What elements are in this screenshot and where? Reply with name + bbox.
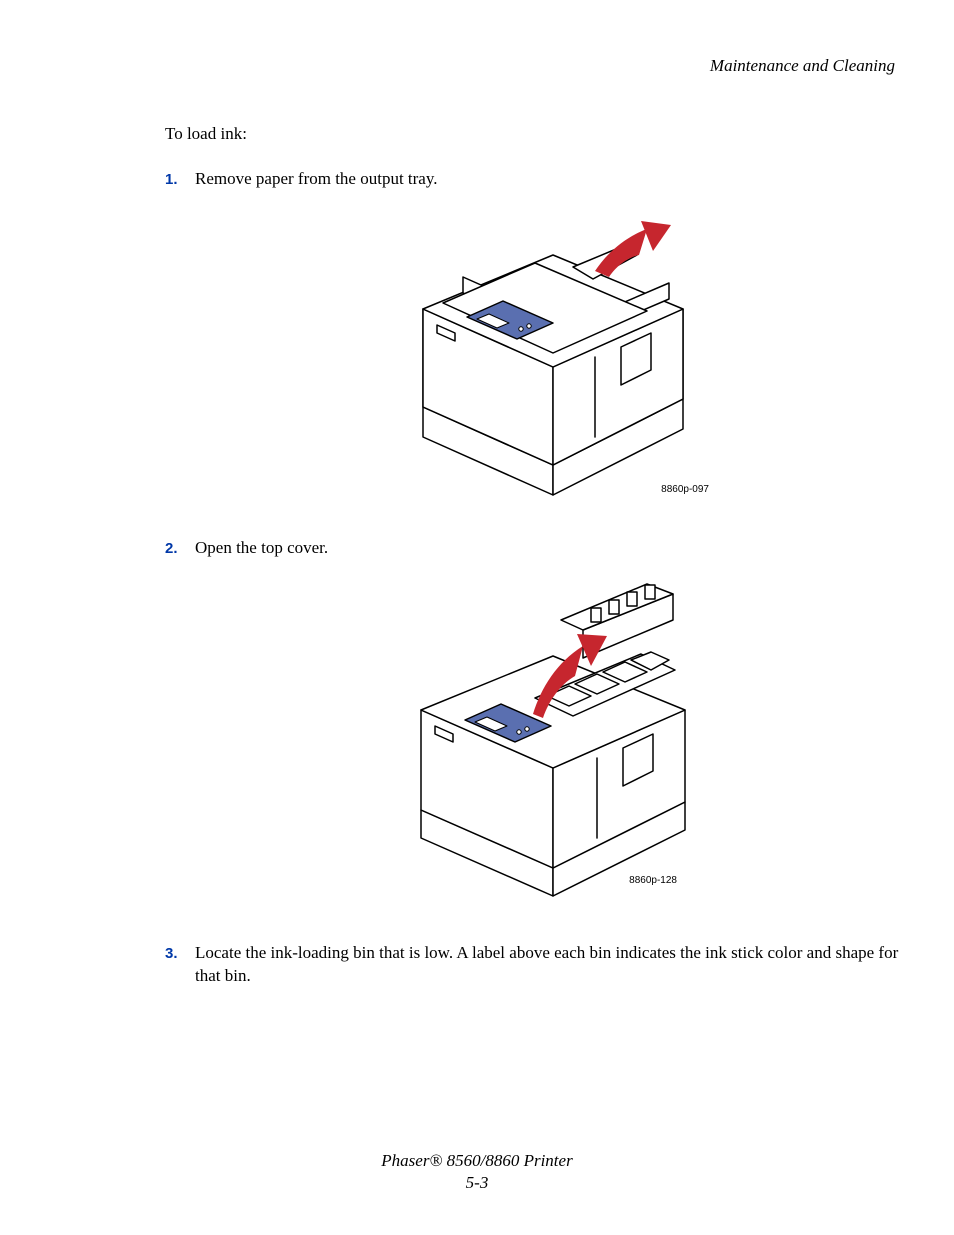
step-text: Remove paper from the output tray. (195, 168, 438, 191)
arrow-icon (595, 221, 671, 277)
step-number: 3. (165, 945, 183, 962)
figure-1: 8860p-097 (385, 207, 705, 507)
page-footer: Phaser® 8560/8860 Printer 5-3 (0, 1150, 954, 1194)
step-1: 1. Remove paper from the output tray. (165, 168, 925, 191)
figure-2-caption: 8860p-128 (629, 875, 677, 886)
step-number: 1. (165, 171, 183, 188)
step-number: 2. (165, 540, 183, 557)
intro-text: To load ink: (165, 124, 925, 144)
figure-2: 8860p-128 (385, 576, 705, 906)
section-header: Maintenance and Cleaning (165, 56, 925, 76)
step-3: 3. Locate the ink-loading bin that is lo… (165, 942, 925, 988)
footer-page-number: 5-3 (0, 1172, 954, 1194)
figure-1-caption: 8860p-097 (661, 484, 709, 495)
printer-remove-paper-icon (385, 207, 705, 507)
step-text: Open the top cover. (195, 537, 328, 560)
figure-1-container: 8860p-097 (165, 207, 925, 507)
step-2: 2. Open the top cover. (165, 537, 925, 560)
page-content: Maintenance and Cleaning To load ink: 1.… (165, 56, 925, 1004)
footer-product: Phaser® 8560/8860 Printer (0, 1150, 954, 1172)
step-text: Locate the ink-loading bin that is low. … (195, 942, 925, 988)
figure-2-container: 8860p-128 (165, 576, 925, 906)
printer-open-cover-icon (385, 576, 705, 906)
